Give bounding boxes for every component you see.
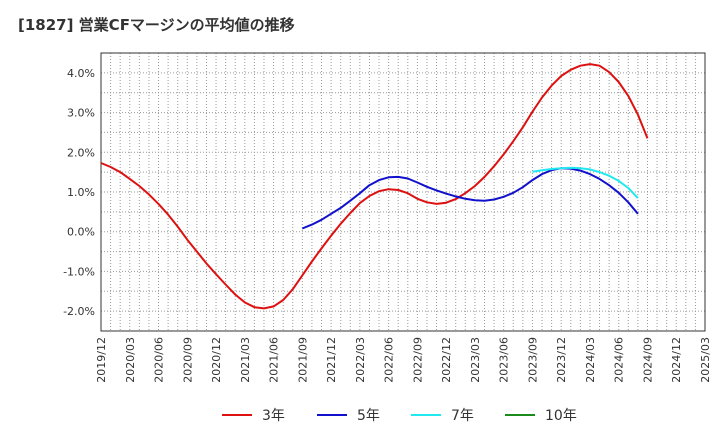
x-tick-label: 2020/06	[153, 337, 166, 383]
legend: 3年 5年 7年 10年	[0, 402, 720, 428]
x-tick-label: 2025/03	[699, 337, 712, 383]
x-tick-label: 2024/12	[670, 337, 683, 383]
x-tick-label: 2020/03	[124, 337, 137, 383]
y-tick-label: 2.0%	[67, 146, 95, 159]
legend-swatch	[222, 414, 252, 416]
legend-swatch	[411, 414, 441, 416]
series-line-3	[532, 166, 639, 199]
x-tick-label: 2024/03	[584, 337, 597, 383]
x-tick-label: 2021/12	[325, 337, 338, 383]
x-tick-label: 2024/09	[641, 337, 654, 383]
plot-border	[100, 52, 706, 332]
x-tick-label: 2021/06	[268, 337, 281, 383]
legend-item: 7年	[411, 402, 474, 428]
y-tick-label: -1.0%	[63, 265, 95, 278]
x-tick-label: 2022/06	[383, 337, 396, 383]
x-tick-label: 2024/06	[613, 337, 626, 383]
chart-title: [1827] 営業CFマージンの平均値の推移	[18, 16, 295, 34]
legend-label: 7年	[451, 408, 474, 424]
legend-label: 3年	[262, 408, 285, 424]
x-tick-label: 2023/03	[469, 337, 482, 383]
y-tick-label: 0.0%	[67, 226, 95, 239]
x-tick-label: 2022/03	[354, 337, 367, 383]
y-tick-label: 4.0%	[67, 67, 95, 80]
x-tick-label: 2022/12	[440, 337, 453, 383]
x-tick-label: 2023/06	[498, 337, 511, 383]
x-tick-label: 2019/12	[95, 337, 108, 383]
x-tick-label: 2022/09	[411, 337, 424, 383]
y-tick-label: -2.0%	[63, 305, 95, 318]
legend-item: 10年	[505, 402, 577, 428]
legend-swatch	[505, 414, 535, 416]
x-tick-label: 2021/09	[296, 337, 309, 383]
x-tick-label: 2023/12	[555, 337, 568, 383]
x-tick-label: 2021/03	[239, 337, 252, 383]
y-tick-label: 3.0%	[67, 107, 95, 120]
x-tick-label: 2020/09	[181, 337, 194, 383]
series-line-1	[100, 63, 649, 310]
legend-label: 10年	[545, 408, 577, 424]
legend-label: 5年	[357, 408, 380, 424]
y-tick-label: 1.0%	[67, 186, 95, 199]
series-line-2	[301, 167, 639, 230]
x-tick-label: 2020/12	[210, 337, 223, 383]
legend-item: 5年	[317, 402, 380, 428]
legend-item: 3年	[222, 402, 285, 428]
x-tick-label: 2023/09	[526, 337, 539, 383]
legend-swatch	[317, 414, 347, 416]
